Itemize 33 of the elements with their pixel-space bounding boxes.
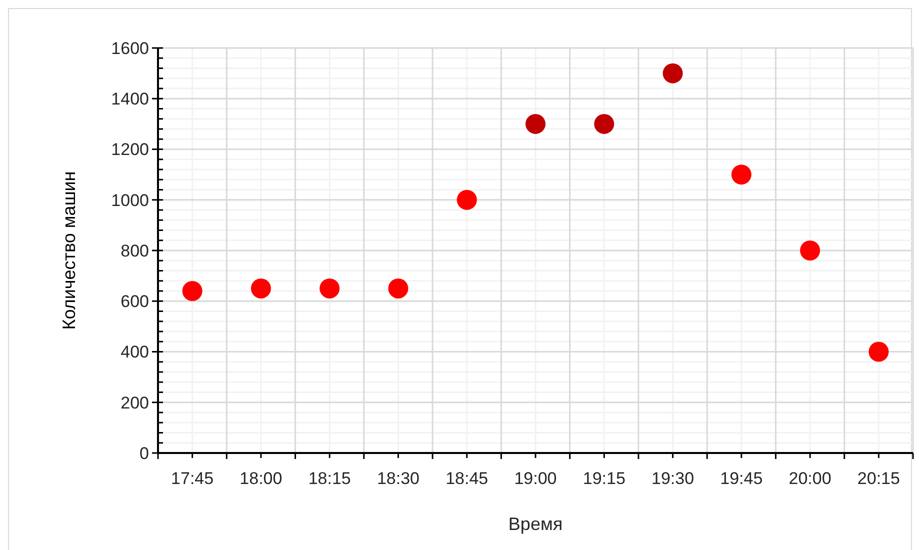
y-tick-label: 600 bbox=[120, 292, 149, 312]
x-tick-label: 19:15 bbox=[582, 469, 626, 488]
x-tick-label: 19:00 bbox=[514, 469, 557, 488]
x-tick-label: 18:00 bbox=[240, 469, 282, 488]
y-tick-label: 400 bbox=[120, 342, 149, 362]
y-tick-label: 800 bbox=[120, 241, 149, 260]
point bbox=[250, 278, 271, 298]
x-tick-label: 19:45 bbox=[720, 469, 763, 488]
y-tick-label: 1600 bbox=[111, 38, 149, 58]
x-tick-label: 17:45 bbox=[171, 469, 214, 488]
x-tick-label: 20:15 bbox=[857, 469, 900, 488]
y-axis-title: Количество машин bbox=[59, 171, 79, 330]
point bbox=[731, 164, 752, 185]
point bbox=[800, 240, 820, 260]
y-tick-label: 1400 bbox=[111, 90, 149, 109]
x-axis-title: Время bbox=[508, 514, 563, 534]
x-tick-label: 18:15 bbox=[308, 469, 351, 488]
x-tick-label: 20:00 bbox=[788, 469, 832, 488]
y-tick-label: 1000 bbox=[111, 190, 149, 210]
x-tick-label: 19:30 bbox=[652, 469, 694, 488]
x-tick-label: 18:30 bbox=[376, 469, 420, 488]
y-tick-label: 1200 bbox=[111, 140, 149, 160]
point bbox=[594, 114, 614, 134]
y-tick-label: 0 bbox=[140, 444, 149, 463]
point bbox=[388, 278, 408, 298]
point bbox=[456, 190, 477, 210]
point bbox=[526, 114, 546, 134]
point bbox=[868, 342, 889, 362]
point bbox=[662, 63, 683, 84]
point bbox=[320, 278, 340, 298]
point bbox=[182, 281, 202, 301]
y-tick-label: 200 bbox=[120, 393, 149, 412]
x-tick-label: 18:45 bbox=[446, 469, 488, 488]
